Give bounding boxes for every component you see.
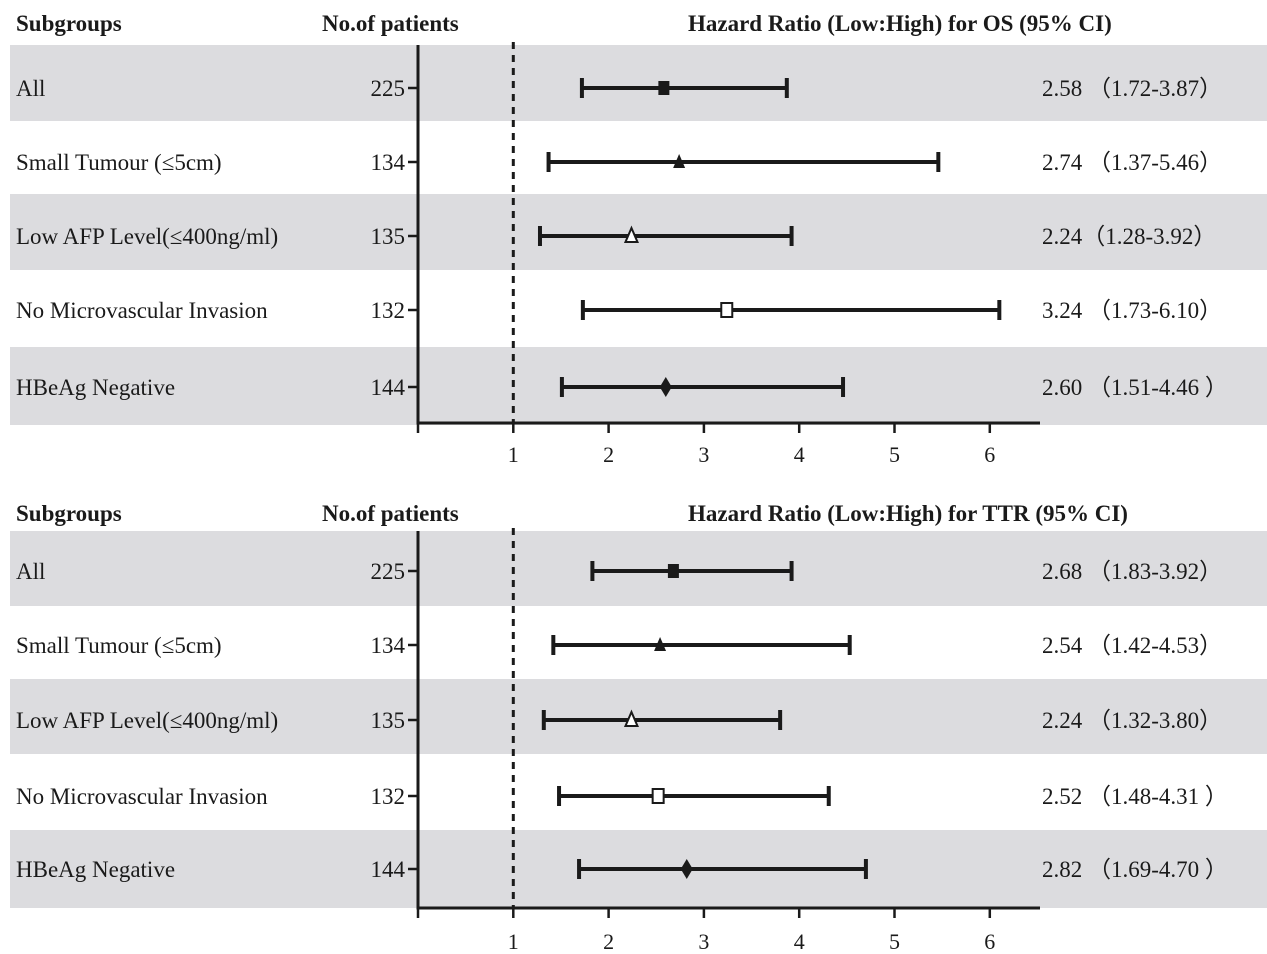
patient-count: 144 [371,857,406,882]
subgroup-label: Low AFP Level(≤400ng/ml) [16,224,278,249]
forest-row: All 225 2.58 （1.72-3.87） [16,76,1222,101]
hr-value-label: 2.52 （1.48-4.31 ） [1042,784,1228,809]
patient-count: 132 [371,784,406,809]
open-square-marker [720,302,734,318]
subgroups-header: Subgroups [16,501,122,526]
subgroup-label: HBeAg Negative [16,375,175,400]
filled-diamond-marker [659,377,672,397]
patient-count: 225 [371,559,406,584]
forest-row: No Microvascular Invasion 132 2.52 （1.48-4… [16,784,1228,809]
subgroup-label: Small Tumour (≤5cm) [16,633,222,658]
hr-value-label: 2.24（1.28-3.92） [1042,224,1216,249]
forest-row: Low AFP Level(≤400ng/ml) 135 2.24 （1.32-3.… [16,708,1222,733]
patient-count: 135 [371,708,406,733]
hr-value-label: 2.54 （1.42-4.53） [1042,633,1222,658]
row-band [10,45,1267,121]
ttr-forest-panel: Subgroups No.of patients Hazard Ratio (L… [10,501,1267,954]
patient-count: 225 [371,76,406,101]
row-band [10,531,1267,606]
patients-header: No.of patients [322,501,459,526]
forest-row: Low AFP Level(≤400ng/ml) 135 2.24（1.28-3.9… [16,224,1216,249]
x-tick-label: 1 [508,442,519,467]
open-square-marker [651,788,665,804]
x-tick-label: 5 [889,929,900,954]
filled-diamond-marker [680,859,693,879]
forest-row: HBeAg Negative 144 2.82 （1.69-4.70 ） [16,857,1228,882]
x-tick-label: 4 [794,442,805,467]
subgroups-header: Subgroups [16,11,122,36]
forest-row: No Microvascular Invasion 132 3.24 （1.73-6… [16,298,1222,323]
patient-count: 144 [371,375,406,400]
patient-count: 132 [371,298,406,323]
open-triangle-marker [623,709,639,727]
open-triangle-marker [623,225,639,243]
patients-header: No.of patients [322,11,459,36]
x-tick-label: 6 [984,442,995,467]
forest-row: All 225 2.68 （1.83-3.92） [16,559,1222,584]
subgroup-label: All [16,559,45,584]
hr-value-label: 2.74 （1.37-5.46） [1042,150,1222,175]
row-bands [10,45,1267,425]
patient-count: 135 [371,224,406,249]
x-tick-label: 6 [984,929,995,954]
hr-value-label: 2.82 （1.69-4.70 ） [1042,857,1228,882]
subgroup-label: Small Tumour (≤5cm) [16,150,222,175]
subgroup-label: No Microvascular Invasion [16,298,268,323]
forest-row: HBeAg Negative 144 2.60 （1.51-4.46 ） [16,375,1228,400]
forest-row: Small Tumour (≤5cm) 134 2.74 （1.37-5.46） [16,150,1222,175]
os-forest-panel: Subgroups No.of patients Hazard Ratio (L… [10,11,1267,467]
subgroup-label: No Microvascular Invasion [16,784,268,809]
subgroup-label: All [16,76,45,101]
x-tick-label: 5 [889,442,900,467]
hr-value-label: 2.60 （1.51-4.46 ） [1042,375,1228,400]
patient-count: 134 [371,633,406,658]
x-tick-label: 2 [603,929,614,954]
subgroup-label: Low AFP Level(≤400ng/ml) [16,708,278,733]
x-tick-label: 1 [508,929,519,954]
hr-value-label: 2.24 （1.32-3.80） [1042,708,1222,733]
hr-value-label: 2.68 （1.83-3.92） [1042,559,1222,584]
x-tick-label: 3 [698,929,709,954]
x-tick-label: 2 [603,442,614,467]
x-tick-label: 4 [794,929,805,954]
subgroup-label: HBeAg Negative [16,857,175,882]
filled-square-marker [658,81,670,95]
x-tick-label: 3 [698,442,709,467]
forest-row: Small Tumour (≤5cm) 134 2.54 （1.42-4.53） [16,633,1222,658]
os-chart-title: Hazard Ratio (Low:High) for OS (95% CI) [688,11,1112,36]
ttr-chart-title: Hazard Ratio (Low:High) for TTR (95% CI) [688,501,1128,526]
hr-value-label: 3.24 （1.73-6.10） [1042,298,1222,323]
filled-triangle-marker [654,637,667,651]
patient-count: 134 [371,150,406,175]
row-band [10,194,1267,270]
hr-value-label: 2.58 （1.72-3.87） [1042,76,1222,101]
filled-square-marker [667,564,679,578]
filled-triangle-marker [673,154,686,168]
row-band [10,679,1267,754]
